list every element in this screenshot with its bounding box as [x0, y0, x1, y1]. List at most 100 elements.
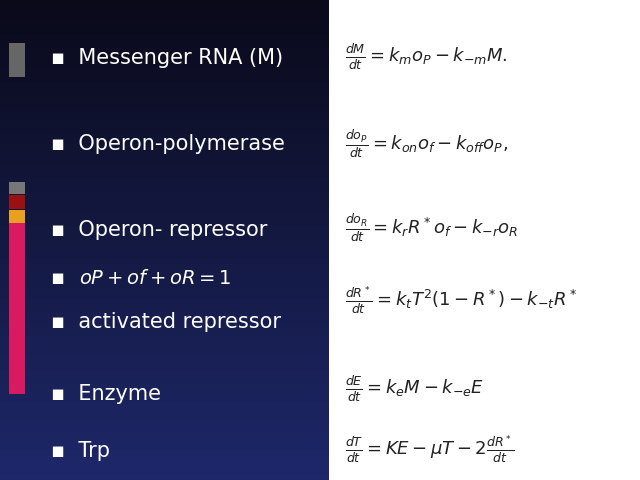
FancyBboxPatch shape [0, 240, 329, 245]
FancyBboxPatch shape [0, 182, 329, 187]
FancyBboxPatch shape [0, 322, 329, 326]
FancyBboxPatch shape [0, 278, 329, 283]
Bar [10, 210, 26, 223]
FancyBboxPatch shape [0, 14, 329, 19]
FancyBboxPatch shape [0, 96, 329, 101]
FancyBboxPatch shape [0, 101, 329, 106]
FancyBboxPatch shape [0, 110, 329, 115]
FancyBboxPatch shape [0, 62, 329, 67]
Text: $\frac{dM}{dt} = k_m o_P - k_{-m}M.$: $\frac{dM}{dt} = k_m o_P - k_{-m}M.$ [345, 43, 508, 72]
FancyBboxPatch shape [0, 298, 329, 302]
Text: $\frac{dT}{dt} = KE - \mu T - 2\frac{dR^*}{dt}$: $\frac{dT}{dt} = KE - \mu T - 2\frac{dR^… [345, 433, 514, 465]
FancyBboxPatch shape [0, 370, 329, 374]
FancyBboxPatch shape [0, 398, 329, 403]
FancyBboxPatch shape [0, 202, 329, 206]
Bar [10, 182, 26, 194]
FancyBboxPatch shape [0, 326, 329, 331]
FancyBboxPatch shape [0, 34, 329, 38]
Bar [10, 223, 26, 394]
FancyBboxPatch shape [0, 82, 329, 86]
FancyBboxPatch shape [0, 67, 329, 72]
FancyBboxPatch shape [0, 470, 329, 475]
FancyBboxPatch shape [0, 163, 329, 168]
FancyBboxPatch shape [0, 29, 329, 34]
FancyBboxPatch shape [0, 139, 329, 144]
FancyBboxPatch shape [329, 0, 633, 480]
Text: ▪  Operon- repressor: ▪ Operon- repressor [51, 220, 267, 240]
Text: ▪  Trp: ▪ Trp [51, 441, 109, 461]
FancyBboxPatch shape [0, 394, 329, 398]
FancyBboxPatch shape [0, 178, 329, 182]
FancyBboxPatch shape [0, 192, 329, 197]
Bar [10, 195, 26, 209]
FancyBboxPatch shape [0, 168, 329, 173]
Text: $\frac{dE}{dt} = k_e M - k_{-e}E$: $\frac{dE}{dt} = k_e M - k_{-e}E$ [345, 374, 484, 404]
FancyBboxPatch shape [0, 432, 329, 437]
Text: $\frac{do_P}{dt} = k_{on}o_f - k_{off}o_P,$: $\frac{do_P}{dt} = k_{on}o_f - k_{off}o_… [345, 128, 508, 160]
FancyBboxPatch shape [0, 365, 329, 370]
FancyBboxPatch shape [0, 451, 329, 456]
FancyBboxPatch shape [0, 331, 329, 336]
FancyBboxPatch shape [0, 154, 329, 158]
FancyBboxPatch shape [0, 413, 329, 418]
FancyBboxPatch shape [0, 245, 329, 250]
FancyBboxPatch shape [0, 264, 329, 269]
Text: $\frac{do_R}{dt} = k_r R^* o_f - k_{-r}o_R$: $\frac{do_R}{dt} = k_r R^* o_f - k_{-r}o… [345, 212, 518, 244]
FancyBboxPatch shape [0, 120, 329, 125]
FancyBboxPatch shape [0, 336, 329, 341]
FancyBboxPatch shape [0, 446, 329, 451]
FancyBboxPatch shape [0, 158, 329, 163]
FancyBboxPatch shape [0, 437, 329, 442]
FancyBboxPatch shape [0, 466, 329, 470]
FancyBboxPatch shape [0, 48, 329, 53]
Text: $oP + of + oR = 1$: $oP + of + oR = 1$ [79, 269, 232, 288]
FancyBboxPatch shape [0, 19, 329, 24]
FancyBboxPatch shape [0, 134, 329, 139]
FancyBboxPatch shape [0, 221, 329, 226]
FancyBboxPatch shape [0, 53, 329, 58]
FancyBboxPatch shape [0, 24, 329, 29]
FancyBboxPatch shape [0, 216, 329, 221]
FancyBboxPatch shape [0, 312, 329, 317]
FancyBboxPatch shape [0, 43, 329, 48]
Bar [10, 43, 26, 77]
FancyBboxPatch shape [0, 173, 329, 178]
FancyBboxPatch shape [0, 72, 329, 77]
FancyBboxPatch shape [0, 259, 329, 264]
FancyBboxPatch shape [0, 77, 329, 82]
FancyBboxPatch shape [0, 456, 329, 461]
FancyBboxPatch shape [0, 355, 329, 360]
FancyBboxPatch shape [0, 91, 329, 96]
FancyBboxPatch shape [0, 317, 329, 322]
Text: $\frac{dR^*}{dt} = k_t T^2(1 - R^*) - k_{-t}R^*$: $\frac{dR^*}{dt} = k_t T^2(1 - R^*) - k_… [345, 284, 577, 316]
FancyBboxPatch shape [0, 106, 329, 110]
FancyBboxPatch shape [0, 250, 329, 254]
FancyBboxPatch shape [0, 422, 329, 427]
FancyBboxPatch shape [0, 206, 329, 211]
FancyBboxPatch shape [0, 115, 329, 120]
FancyBboxPatch shape [0, 230, 329, 235]
FancyBboxPatch shape [0, 130, 329, 134]
FancyBboxPatch shape [0, 418, 329, 422]
Text: ▪  Operon-polymerase: ▪ Operon-polymerase [51, 134, 285, 154]
Text: ▪  Enzyme: ▪ Enzyme [51, 384, 161, 404]
FancyBboxPatch shape [0, 350, 329, 355]
FancyBboxPatch shape [0, 293, 329, 298]
FancyBboxPatch shape [0, 0, 329, 5]
Text: ▪  activated repressor: ▪ activated repressor [51, 312, 281, 332]
FancyBboxPatch shape [0, 86, 329, 91]
FancyBboxPatch shape [0, 283, 329, 288]
FancyBboxPatch shape [0, 408, 329, 413]
FancyBboxPatch shape [0, 346, 329, 350]
FancyBboxPatch shape [0, 38, 329, 43]
FancyBboxPatch shape [0, 341, 329, 346]
FancyBboxPatch shape [0, 302, 329, 307]
FancyBboxPatch shape [0, 475, 329, 480]
FancyBboxPatch shape [0, 5, 329, 10]
Text: ▪  Messenger RNA (M): ▪ Messenger RNA (M) [51, 48, 283, 68]
FancyBboxPatch shape [0, 384, 329, 389]
FancyBboxPatch shape [0, 197, 329, 202]
FancyBboxPatch shape [0, 254, 329, 259]
FancyBboxPatch shape [0, 58, 329, 62]
FancyBboxPatch shape [0, 389, 329, 394]
